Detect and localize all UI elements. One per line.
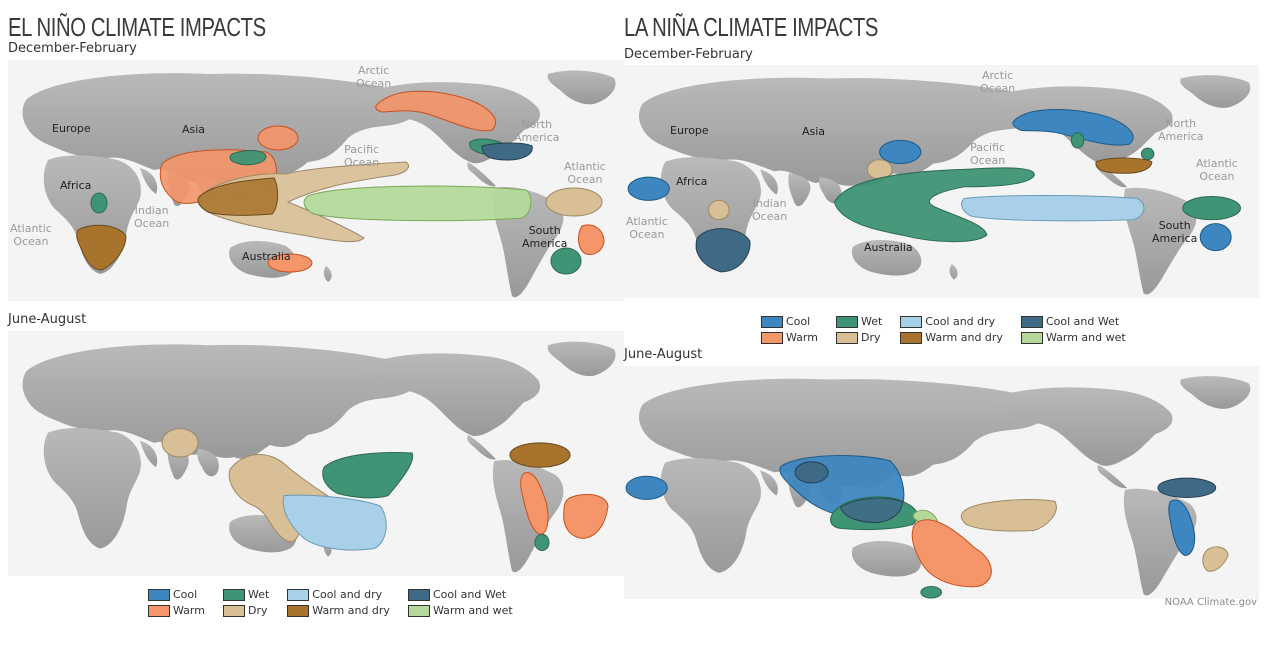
legend-item-warm-and-wet: Warm and wet — [407, 604, 513, 617]
label-europe: Europe — [52, 122, 91, 135]
la-nina-jja-season-label: June-August — [624, 347, 703, 362]
swatch-cool-and-dry — [900, 315, 923, 328]
label-pacific-ocean: Pacific Ocean — [344, 143, 380, 169]
legend-item-warm-and-wet: Warm and wet — [1020, 331, 1126, 344]
swatch-wet — [835, 315, 858, 328]
el-nino-jja-season-label: June-August — [8, 312, 87, 327]
legend-item-dry: Dry — [835, 331, 882, 344]
label-asia: Asia — [802, 125, 826, 138]
el-nino-legend: Cool Wet Cool and dry Cool and Wet Warm … — [148, 588, 513, 617]
swatch-cool-and-dry — [287, 588, 310, 601]
swatch-warm-and-wet — [407, 604, 430, 617]
swatch-warm-and-dry — [287, 604, 310, 617]
credit: NOAA Climate.gov — [1164, 597, 1257, 608]
label-asia: Asia — [182, 123, 206, 136]
swatch-cool-and-wet — [407, 588, 430, 601]
legend-item-cool: Cool — [148, 588, 205, 601]
legend-item-cool-and-dry: Cool and dry — [287, 588, 390, 601]
la-nina-jja-map — [624, 366, 1259, 599]
el-nino-jja-map — [8, 331, 624, 576]
label-arctic-ocean: Arctic Ocean — [980, 69, 1016, 95]
label-australia: Australia — [242, 250, 291, 263]
label-atlantic-ocean-east: Atlantic Ocean — [564, 160, 606, 186]
label-arctic-ocean: Arctic Ocean — [356, 64, 392, 90]
el-nino-djf-map: Europe Asia Africa Australia South Ameri… — [8, 60, 624, 301]
label-australia: Australia — [864, 241, 913, 254]
swatch-cool — [761, 315, 783, 328]
legend-item-warm: Warm — [148, 604, 205, 617]
label-africa: Africa — [676, 175, 708, 188]
label-atlantic-ocean-west: Atlantic Ocean — [626, 215, 668, 241]
label-indian-ocean: Indian Ocean — [134, 204, 170, 230]
label-atlantic-ocean-east: Atlantic Ocean — [1196, 157, 1238, 183]
la-nina-djf-map: Europe Asia Africa Australia South Ameri… — [624, 65, 1259, 298]
el-nino-djf-season-label: December-February — [8, 41, 137, 56]
label-north-america: North America — [1158, 117, 1204, 143]
label-south-america: South America — [1152, 219, 1198, 245]
swatch-dry — [222, 604, 245, 617]
legend-item-warm: Warm — [761, 331, 818, 344]
label-africa: Africa — [60, 179, 92, 192]
swatch-wet — [222, 588, 245, 601]
swatch-warm-and-dry — [900, 331, 923, 344]
label-south-america: South America — [522, 224, 568, 250]
la-nina-panel: La Niña Climate Impacts December-Februar… — [624, 0, 1273, 658]
swatch-warm-and-wet — [1020, 331, 1043, 344]
la-nina-legend: Cool Wet Cool and dry Cool and Wet Warm … — [761, 315, 1126, 344]
label-north-america: North America — [514, 118, 560, 144]
legend-item-wet: Wet — [222, 588, 269, 601]
label-pacific-ocean: Pacific Ocean — [970, 141, 1006, 167]
swatch-warm — [761, 331, 783, 344]
legend-item-warm-and-dry: Warm and dry — [287, 604, 390, 617]
swatch-dry — [835, 331, 858, 344]
el-nino-title: El Niño Climate Impacts — [8, 12, 266, 42]
label-indian-ocean: Indian Ocean — [752, 197, 788, 223]
legend-item-cool-and-dry: Cool and dry — [900, 315, 1003, 328]
legend-item-dry: Dry — [222, 604, 269, 617]
legend-item-cool-and-wet: Cool and Wet — [407, 588, 513, 601]
la-nina-title: La Niña Climate Impacts — [624, 12, 878, 42]
label-atlantic-ocean-west: Atlantic Ocean — [10, 222, 52, 248]
legend-item-warm-and-dry: Warm and dry — [900, 331, 1003, 344]
label-europe: Europe — [670, 124, 709, 137]
la-nina-djf-season-label: December-February — [624, 47, 753, 62]
legend-item-cool-and-wet: Cool and Wet — [1020, 315, 1126, 328]
swatch-cool-and-wet — [1020, 315, 1043, 328]
el-nino-panel: El Niño Climate Impacts December-Februar… — [0, 0, 624, 658]
swatch-warm — [148, 604, 170, 617]
swatch-cool — [148, 588, 170, 601]
legend-item-cool: Cool — [761, 315, 818, 328]
legend-item-wet: Wet — [835, 315, 882, 328]
